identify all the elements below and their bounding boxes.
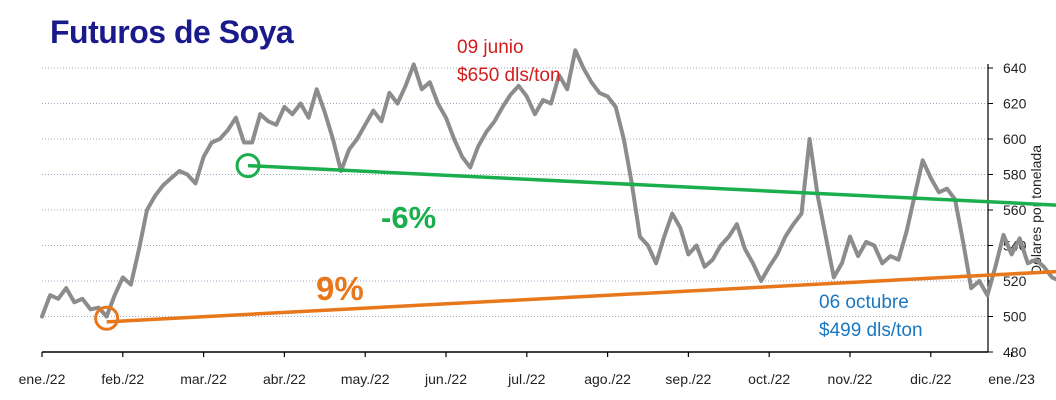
x-tick-label: ene./22 [19,371,66,387]
trend-line-1 [106,269,1056,324]
y-tick-label: 520 [1003,273,1027,289]
y-tick-label: 640 [1003,60,1027,76]
y-tick-label: 560 [1003,202,1027,218]
x-tick-label: oct./22 [748,371,790,387]
annotation-peak-price: $650 dls/ton [457,65,561,86]
trend-label-green: -6% [381,200,437,235]
x-tick-label: abr./22 [263,371,306,387]
y-tick-label: 480 [1003,344,1027,360]
x-tick-label: may./22 [341,371,390,387]
x-tick-label: feb./22 [101,371,144,387]
chart-title: Futuros de Soya [50,14,294,50]
x-tick-label: nov./22 [828,371,873,387]
x-tick-label: jul./22 [507,371,546,387]
trend-label-orange: 9% [316,270,364,307]
y-tick-label: 500 [1003,309,1027,325]
y-tick-label: 580 [1003,167,1027,183]
price-series-line [40,48,1056,319]
annotation-low: 06 octubre $499 dls/ton [819,289,923,345]
y-tick-label: 620 [1003,96,1027,112]
trend-line-0 [247,163,1056,207]
x-tick-label: mar./22 [180,371,227,387]
x-tick-label: sep./22 [665,371,711,387]
x-tick-label: ago./22 [584,371,631,387]
marker-circle-1 [94,305,120,331]
y-axis-title: Dólares por tonelada [1028,145,1044,275]
x-tick-label: dic./22 [910,371,951,387]
annotation-peak: 09 junio $650 dls/ton [457,34,561,90]
annotation-peak-date: 09 junio [457,37,524,58]
marker-circle-0 [235,153,261,179]
x-tick-label: jun./22 [424,371,467,387]
y-tick-label: 600 [1003,131,1027,147]
annotation-low-price: $499 dls/ton [819,320,923,341]
x-tick-label: ene./23 [988,371,1035,387]
annotation-low-date: 06 octubre [819,292,909,313]
